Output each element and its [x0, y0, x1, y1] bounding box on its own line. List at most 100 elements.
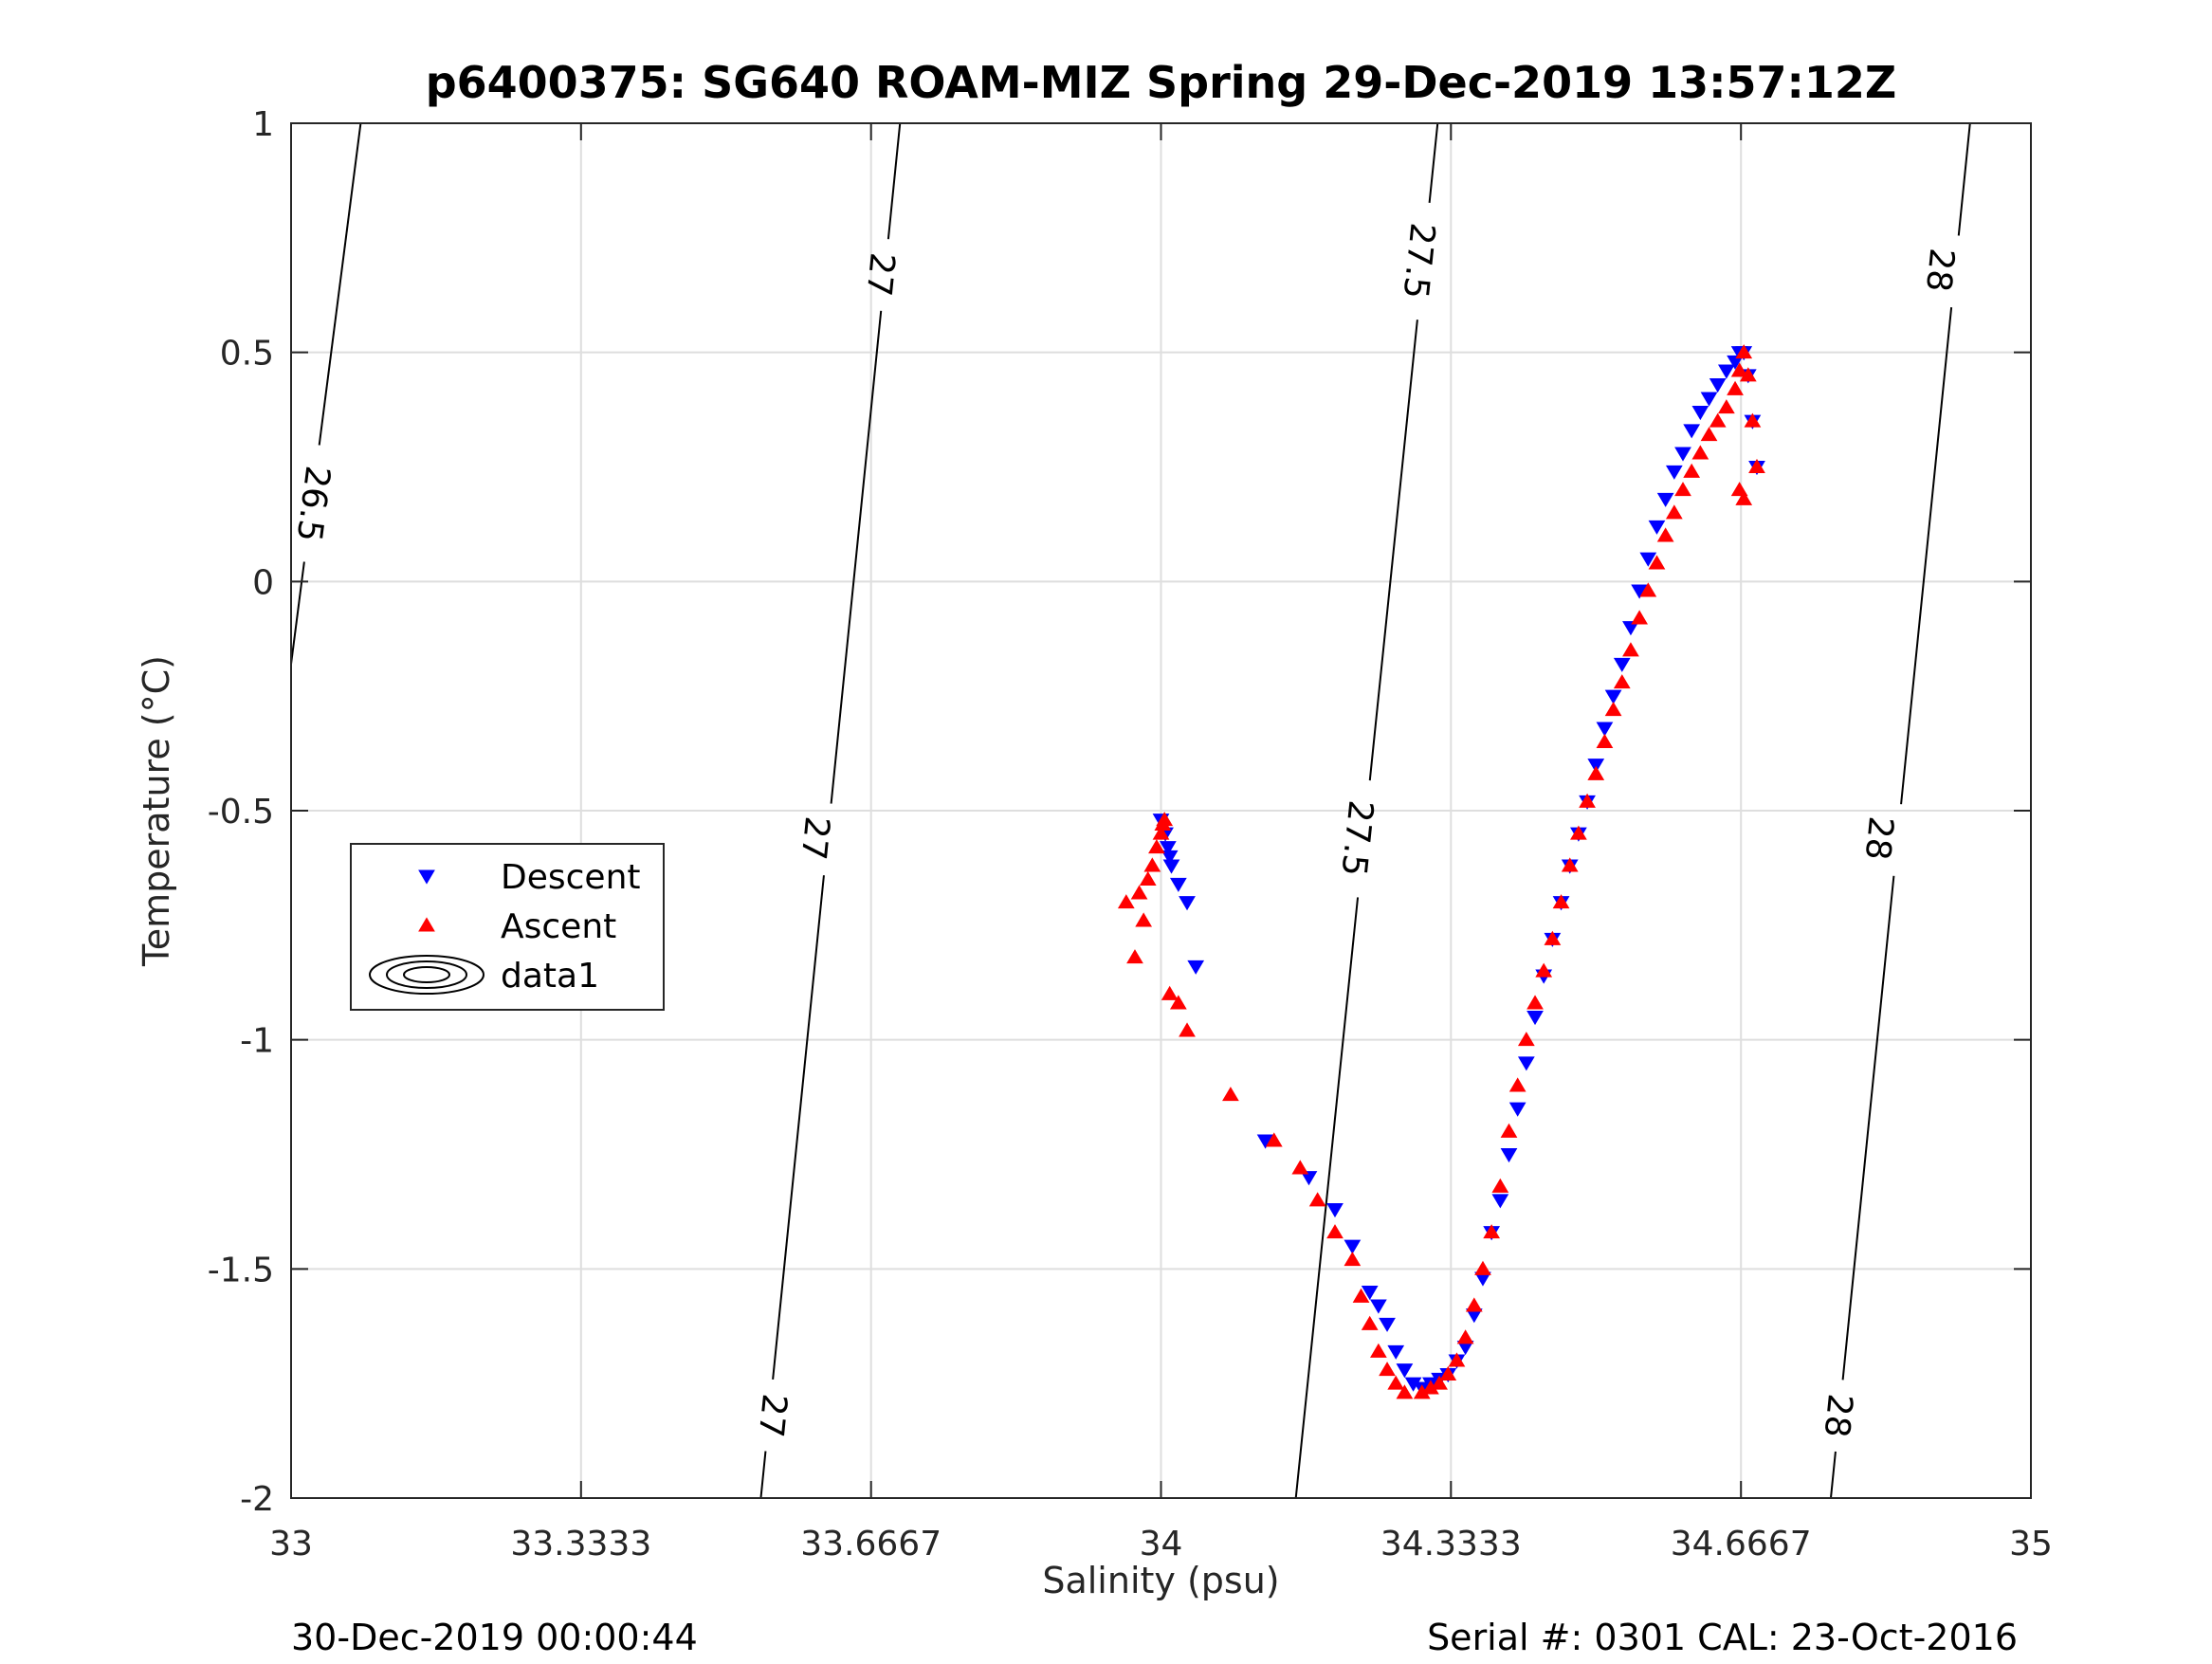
ascent-point [1148, 839, 1165, 854]
density-contours: 26.5 27 27 27 27.5 27.5 28 28 28 [288, 122, 1971, 1499]
contour-line [1368, 320, 1418, 781]
x-tick-label: 34.6667 [1671, 1525, 1812, 1563]
contour-line [830, 310, 883, 804]
descent-point [1656, 492, 1674, 507]
descent-point [1596, 722, 1614, 737]
ascent-point [1491, 1178, 1509, 1193]
ascent-point [1735, 490, 1753, 505]
ascent-point [1387, 1375, 1405, 1390]
y-tick-label: 0 [252, 563, 274, 602]
ascent-point [1656, 527, 1674, 542]
contour-line [318, 122, 362, 446]
ascent-point [1370, 1343, 1387, 1358]
legend-contour-icon [386, 960, 467, 989]
legend-label: Ascent [501, 907, 616, 946]
ascent-point [1465, 1297, 1483, 1312]
x-tick-label: 35 [2009, 1525, 2053, 1563]
descent-point [1613, 657, 1631, 672]
descent-point [1691, 406, 1709, 421]
descent-point [1344, 1239, 1362, 1254]
contour-line [1428, 122, 1439, 203]
ascent-point [1483, 1224, 1501, 1239]
ascent-point [1431, 1375, 1448, 1390]
ascent-point [1117, 894, 1135, 909]
ascent-point [1379, 1362, 1396, 1377]
contour-label: 27 [858, 251, 901, 299]
descent-point [1187, 960, 1205, 975]
contour-line [772, 875, 825, 1380]
ascent-point [1361, 1315, 1379, 1330]
ascent-point [1579, 793, 1596, 808]
contour-line [1841, 875, 1895, 1381]
ascent-point [1474, 1260, 1491, 1275]
ascent-point [1683, 463, 1701, 478]
ascent-point [1344, 1252, 1362, 1267]
y-tick-label: -0.5 [208, 793, 274, 832]
descent-point [1700, 392, 1718, 407]
ascent-point [1748, 458, 1765, 473]
grid [290, 122, 2032, 1499]
y-tick-label: 0.5 [220, 335, 274, 374]
ascent-point [1143, 857, 1161, 872]
ascent-point [1139, 870, 1157, 886]
descent-point [1379, 1317, 1396, 1332]
legend-contour-icon [403, 966, 450, 983]
x-tick-label: 33.6667 [800, 1525, 941, 1563]
y-tick-label: -1 [240, 1022, 274, 1061]
descent-point [1491, 1194, 1509, 1209]
ascent-point [1700, 427, 1718, 442]
ascent-point [1130, 885, 1148, 900]
descent-point [1300, 1171, 1318, 1186]
ascent-point [1639, 582, 1657, 597]
ascent-point [1135, 912, 1153, 927]
descent-point [1169, 877, 1187, 892]
ascent-point [1648, 555, 1666, 570]
descent-point [1396, 1363, 1414, 1379]
ascent-point [1156, 812, 1174, 827]
ascent-point [1727, 380, 1744, 395]
ascent-point [1500, 1123, 1518, 1138]
ascent-point [1169, 995, 1187, 1010]
x-tick-label: 34 [1140, 1525, 1183, 1563]
descent-point [1159, 841, 1177, 856]
contour-label: 27.5 [1333, 798, 1380, 878]
descent-point [1526, 1011, 1544, 1026]
ascent-point [1735, 344, 1753, 359]
x-tick-label: 33.3333 [510, 1525, 651, 1563]
ascent-point [1161, 985, 1179, 1000]
footer-timestamp: 30-Dec-2019 00:00:44 [291, 1617, 698, 1658]
legend-label: Descent [501, 858, 641, 897]
legend-ascent-marker [418, 917, 435, 932]
ascent-point [1691, 445, 1709, 460]
descent-point [1162, 859, 1180, 874]
contour-line [759, 1451, 767, 1499]
contour-line [1957, 122, 1971, 236]
ascent-point [1596, 733, 1614, 748]
ascent-point [1570, 825, 1587, 840]
ascent-point [1222, 1087, 1239, 1102]
descent-point [1674, 447, 1691, 462]
contour-label: 28 [1918, 247, 1961, 294]
descent-point [1604, 689, 1622, 704]
ascent-point [1744, 412, 1762, 428]
contour-line [887, 122, 902, 240]
contour-line [1900, 307, 1953, 805]
descent-point [1361, 1286, 1379, 1301]
legend: Descent Ascent data1 [350, 843, 665, 1011]
descent-point [1161, 850, 1179, 865]
ascent-point [1730, 362, 1748, 377]
chart-title: p6400375: SG640 ROAM-MIZ Spring 29-Dec-2… [426, 57, 1897, 108]
descent-point [1517, 1056, 1535, 1071]
ascent-point [1552, 894, 1570, 909]
ascent-point [1439, 1365, 1457, 1381]
descent-point [1508, 1102, 1526, 1117]
descent-point [1709, 378, 1727, 393]
ascent-point [1517, 1032, 1535, 1047]
descent-point [1587, 759, 1605, 774]
contour-label: 27 [794, 814, 836, 862]
contour-label: 27.5 [1396, 221, 1442, 301]
ascent-point [1718, 399, 1735, 414]
ascent-point [1352, 1288, 1370, 1303]
